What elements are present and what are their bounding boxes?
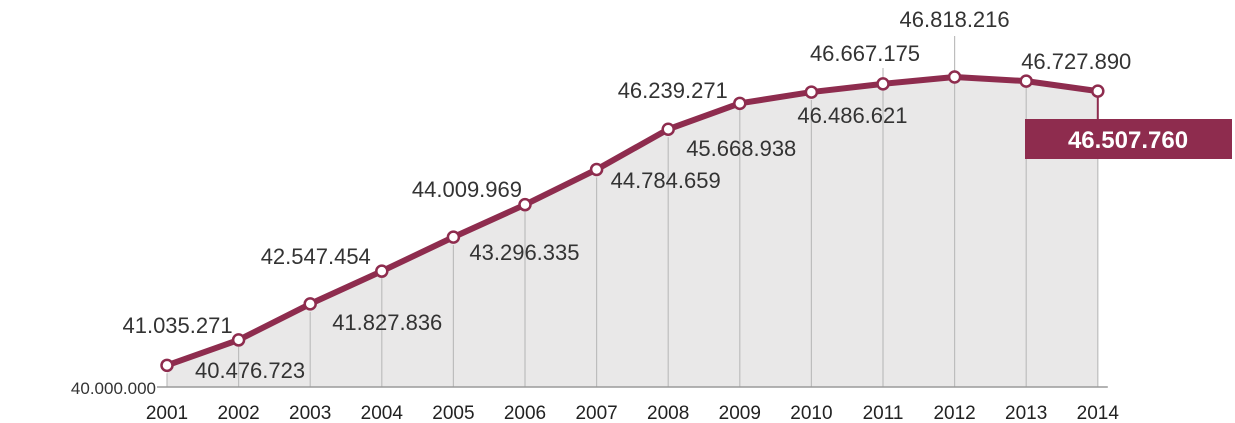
value-label-2011: 46.667.175 [810,41,920,66]
value-label-2008: 45.668.938 [686,136,796,161]
value-label-2012: 46.818.216 [900,7,1010,32]
x-tick-2013: 2013 [1005,403,1047,423]
x-tick-2008: 2008 [647,403,689,423]
value-label-2007: 44.784.659 [611,168,721,193]
data-point-2007 [589,162,604,177]
data-point-2002 [231,333,246,347]
data-point-2008 [661,122,675,137]
x-tick-2006: 2006 [504,403,546,423]
value-label-2013: 46.727.890 [1021,49,1131,74]
data-point-2014 [1091,84,1105,98]
x-tick-2011: 2011 [863,403,904,423]
data-point-2010 [804,85,819,99]
x-tick-2005: 2005 [432,403,474,423]
x-tick-2001: 2001 [146,403,188,423]
data-point-2001 [160,358,174,373]
data-point-2011 [876,77,890,91]
highlight-badge [1025,119,1232,159]
x-tick-2012: 2012 [933,403,975,423]
data-point-2003 [303,297,317,311]
data-point-2009 [733,96,747,111]
x-tick-2007: 2007 [575,403,617,423]
x-tick-2010: 2010 [790,403,832,423]
highlight-value-label: 46.507.760 [1068,127,1188,154]
x-tick-2009: 2009 [719,403,761,423]
data-point-2005 [446,230,461,244]
data-point-2012 [947,70,962,84]
value-label-2004: 42.547.454 [261,244,371,269]
data-point-2006 [518,197,532,212]
value-label-2006: 44.009.969 [412,177,522,202]
value-label-2010: 46.486.621 [797,103,907,128]
baseline-label: 40.000.000 [71,379,156,398]
value-label-2003: 41.827.836 [332,310,442,335]
x-tick-2014: 2014 [1077,403,1120,423]
value-label-2002: 41.035.271 [122,313,232,338]
x-tick-2003: 2003 [289,403,331,423]
value-label-2005: 43.296.335 [469,240,579,265]
population-line [164,74,1101,369]
data-point-2004 [375,264,389,278]
x-tick-2002: 2002 [217,403,259,423]
data-point-2013 [1019,74,1033,88]
x-tick-2004: 2004 [361,403,404,423]
area-fill [167,77,1098,387]
value-label-2001: 40.476.723 [195,358,305,383]
value-label-2009: 46.239.271 [618,78,728,103]
